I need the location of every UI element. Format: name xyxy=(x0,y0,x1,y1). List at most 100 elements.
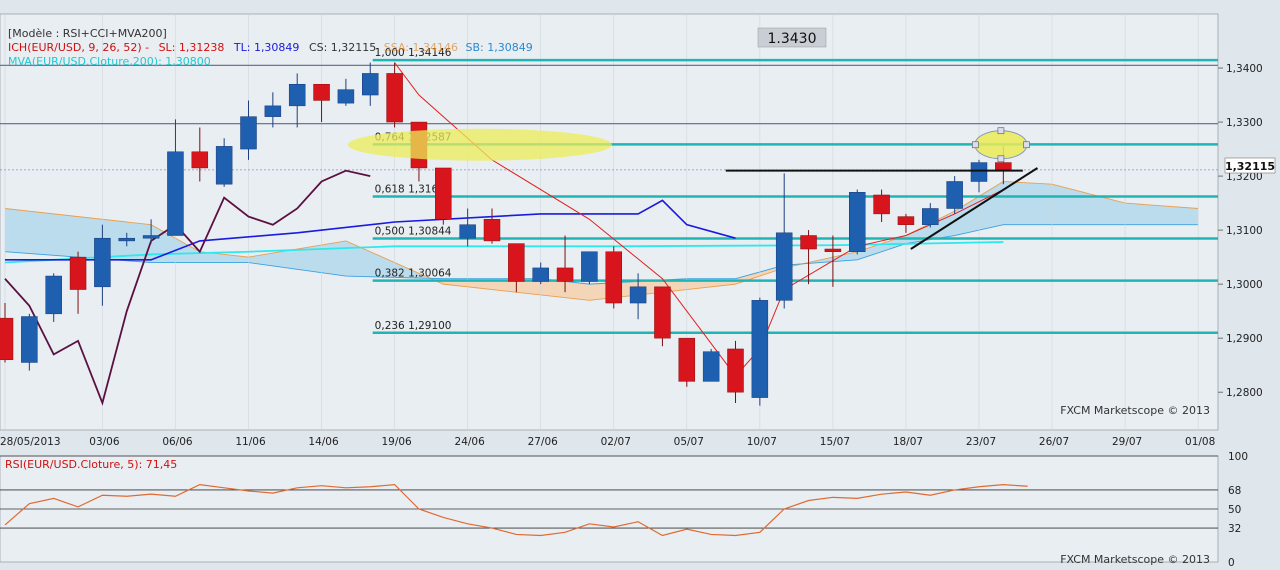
watermark-rsi: FXCM Marketscope © 2013 xyxy=(1060,553,1210,566)
candle-body xyxy=(678,337,696,382)
x-tick-label: 23/07 xyxy=(966,436,996,448)
candle-body xyxy=(581,251,598,282)
candle-body xyxy=(313,83,330,101)
candle-body xyxy=(873,194,890,215)
candle-body xyxy=(191,151,209,169)
candle-body xyxy=(946,181,963,209)
candle-body xyxy=(45,275,62,315)
x-tick-label: 05/07 xyxy=(674,436,704,448)
x-tick-label: 10/07 xyxy=(747,436,777,448)
rsi-tick-label: 100 xyxy=(1228,451,1248,463)
candle-body xyxy=(727,348,744,393)
candle-body xyxy=(629,286,647,304)
candle-body xyxy=(897,216,915,225)
current-price-tag-text: 1,32115 xyxy=(1225,160,1275,173)
candle-body xyxy=(605,251,622,304)
candle-body xyxy=(215,146,233,185)
y-tick-label: 1,3300 xyxy=(1226,117,1263,129)
highlight-ellipse-right xyxy=(974,130,1028,160)
fib-label: 0,382 1,30064 xyxy=(375,268,452,280)
x-tick-label: 11/06 xyxy=(235,436,266,448)
watermark-main: FXCM Marketscope © 2013 xyxy=(1060,404,1210,417)
ellipse-handle xyxy=(997,127,1005,135)
ellipse-handle xyxy=(997,155,1005,163)
x-tick-label: 03/06 xyxy=(89,436,120,448)
candle-body xyxy=(483,219,501,242)
candle-body xyxy=(459,224,476,239)
cloud-span-a-line xyxy=(4,181,1199,301)
rsi-panel: 100 68 50 32 0 RSI(EUR/USD.Cloture, 5): 71,45 xyxy=(0,451,1248,569)
header-ich-label: ICH(EUR/USD, 9, 26, 52) - SL: 1,31238 TL… xyxy=(8,41,533,54)
x-tick-label: 29/07 xyxy=(1112,436,1142,448)
ellipse-handle xyxy=(1023,141,1030,149)
x-tick-label: 15/07 xyxy=(820,436,850,448)
candle-body xyxy=(167,151,184,236)
fib-label: 0,618 1,31623 xyxy=(375,183,452,195)
x-tick-label: 02/07 xyxy=(601,436,631,448)
ellipse-handle xyxy=(971,141,979,149)
candle-body xyxy=(654,286,671,339)
current-price-tag xyxy=(1224,157,1276,174)
candle-body xyxy=(556,267,574,282)
candle-body xyxy=(69,256,87,290)
header-mva-label: MVA(EUR/USD.Cloture,200): 1,30800 xyxy=(8,55,211,68)
x-tick-label: 28/05/2013 xyxy=(0,436,61,448)
candle-body xyxy=(94,237,111,288)
candle-body xyxy=(970,162,988,182)
candle-body xyxy=(240,116,257,150)
candle-body xyxy=(800,235,817,250)
x-tick-label: 24/06 xyxy=(455,436,486,448)
candle-body xyxy=(849,192,866,252)
x-tick-label: 26/07 xyxy=(1039,436,1069,448)
fib-label: 0,500 1,30844 xyxy=(375,226,452,238)
y-tick-label: 1,2900 xyxy=(1226,333,1263,345)
rsi-tick-label: 68 xyxy=(1228,485,1241,497)
x-tick-label: 06/06 xyxy=(162,436,193,448)
candle-body xyxy=(288,83,306,107)
x-tick-label: 27/06 xyxy=(528,436,559,448)
price-box xyxy=(757,27,827,48)
y-tick-label: 1,3100 xyxy=(1226,225,1263,237)
candle-body xyxy=(0,317,14,361)
candlesticks xyxy=(0,62,1012,406)
x-tick-label: 01/08 xyxy=(1185,436,1215,448)
candle-body xyxy=(922,208,939,225)
y-tick-label: 1,3200 xyxy=(1226,171,1263,183)
candle-body xyxy=(21,316,38,363)
rsi-title: RSI(EUR/USD.Cloture, 5): 71,45 xyxy=(5,458,177,471)
header-model-label: [Modèle : RSI+CCI+MVA200] xyxy=(8,27,167,40)
x-tick-label: 14/06 xyxy=(308,436,339,448)
candle-body xyxy=(532,267,549,282)
candle-body xyxy=(142,235,160,239)
candle-body xyxy=(362,73,379,96)
fib-label: 1,000 1,34146 xyxy=(375,47,452,59)
cloud-bear-region xyxy=(431,264,797,301)
candle-body xyxy=(995,162,1012,170)
candle-body xyxy=(435,167,452,220)
trendline xyxy=(910,167,1038,250)
candle-body xyxy=(118,237,135,242)
candle-body xyxy=(264,105,282,117)
candle-body xyxy=(751,300,769,398)
x-tick-label: 19/06 xyxy=(381,436,412,448)
rsi-line xyxy=(4,483,1028,537)
candle-body xyxy=(508,243,525,282)
rsi-tick-label: 32 xyxy=(1228,523,1241,535)
candle-body xyxy=(386,73,403,123)
price-box-text: 1.3430 xyxy=(768,31,817,47)
candle-body xyxy=(337,89,355,104)
candle-body xyxy=(824,248,842,252)
rsi-tick-label: 50 xyxy=(1228,504,1241,516)
candle-body xyxy=(702,351,720,382)
highlight-ellipse-left xyxy=(347,128,612,161)
rsi-tick-label: 0 xyxy=(1228,557,1235,566)
cloud-bull-region xyxy=(5,208,426,279)
y-tick-label: 1,2800 xyxy=(1226,387,1263,399)
fib-label: 0,236 1,29100 xyxy=(375,320,452,332)
y-tick-label: 1,3000 xyxy=(1226,279,1263,291)
candle-body xyxy=(775,232,793,301)
x-tick-label: 18/07 xyxy=(893,436,923,448)
chikou-line xyxy=(4,169,371,406)
